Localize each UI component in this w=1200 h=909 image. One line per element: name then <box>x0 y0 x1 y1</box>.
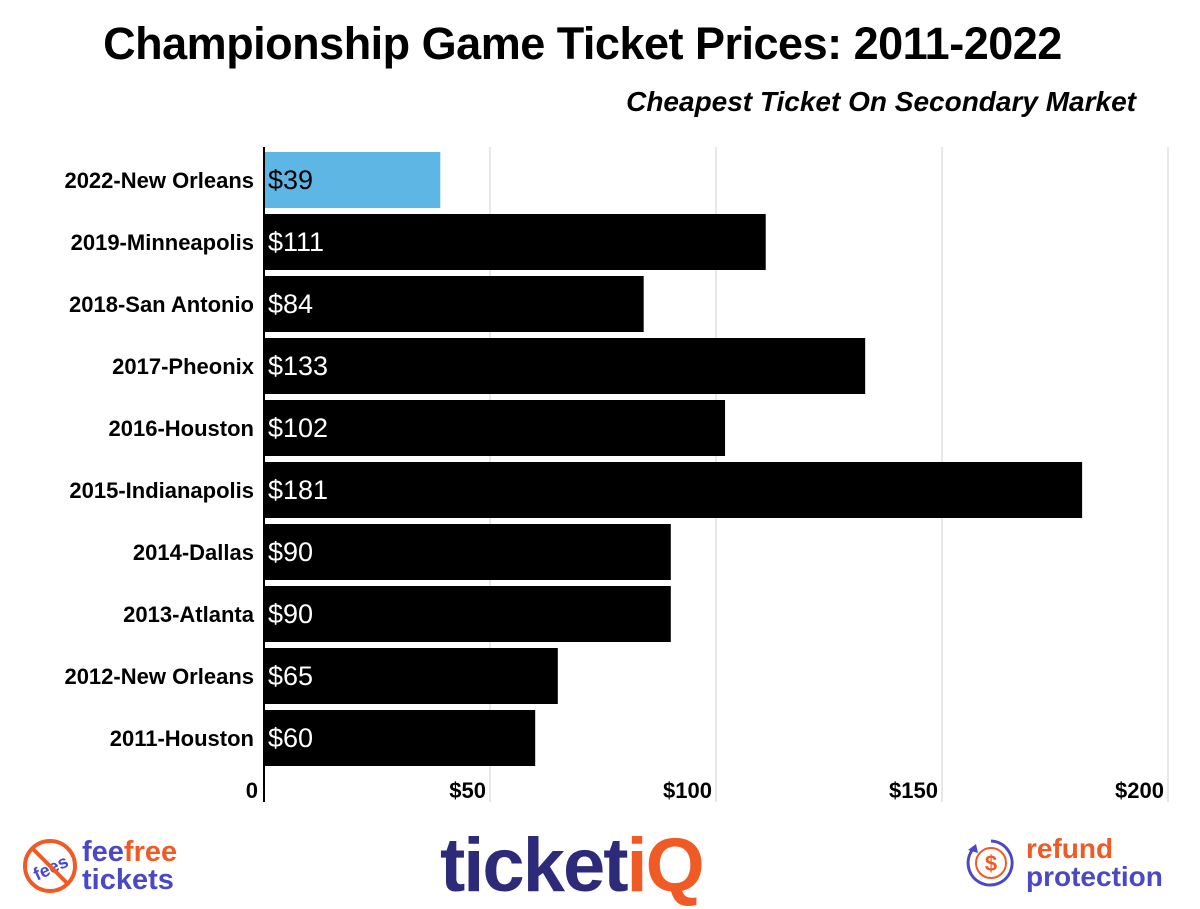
refund-text: refund <box>1026 833 1114 864</box>
x-tick-label: $150 <box>889 778 938 803</box>
bar <box>264 152 441 208</box>
category-label: 2012-New Orleans <box>64 664 254 689</box>
ticketiq-iq: iQ <box>626 823 705 908</box>
feefree-free: free <box>123 836 178 868</box>
data-label: $65 <box>268 661 313 691</box>
data-label: $111 <box>268 227 324 257</box>
feefree-fee: fee <box>82 836 124 868</box>
bar <box>264 338 866 394</box>
bar <box>264 648 558 704</box>
bar <box>264 710 536 766</box>
ticketiq-ticket: ticket <box>440 823 629 908</box>
data-label: $102 <box>268 413 328 443</box>
x-tick-label: $50 <box>449 778 486 803</box>
category-label: 2017-Pheonix <box>112 354 255 379</box>
data-label: $84 <box>268 289 313 319</box>
bar <box>264 276 644 332</box>
data-label: $60 <box>268 723 313 753</box>
refund-dollar-icon: $ <box>966 839 1014 887</box>
x-tick-label: $200 <box>1115 778 1164 803</box>
bar <box>264 586 671 642</box>
feefree-tickets: tickets <box>82 864 174 896</box>
category-label: 2013-Atlanta <box>123 602 255 627</box>
bar <box>264 524 671 580</box>
data-label: $90 <box>268 599 313 629</box>
dollar-symbol: $ <box>985 851 997 876</box>
category-label: 2022-New Orleans <box>64 168 254 193</box>
no-fees-icon: fees <box>23 839 77 893</box>
category-label: 2014-Dallas <box>133 540 254 565</box>
category-label: 2016-Houston <box>109 416 254 441</box>
data-label: $90 <box>268 537 313 567</box>
data-label: $181 <box>268 475 328 505</box>
bar <box>264 462 1083 518</box>
chart-title: Championship Game Ticket Prices: 2011-20… <box>103 18 1062 69</box>
chart-subtitle: Cheapest Ticket On Secondary Market <box>626 86 1136 117</box>
bar <box>264 214 766 270</box>
data-label: $133 <box>268 351 328 381</box>
feefree-tickets-logo: fees feefree tickets <box>22 836 178 896</box>
ticketiq-logo: ticketiQ <box>440 822 705 909</box>
category-label: 2015-Indianapolis <box>69 478 254 503</box>
protection-text: protection <box>1026 861 1163 892</box>
refund-protection-logo: $ refund protection <box>962 834 1163 892</box>
x-tick-label: $100 <box>663 778 712 803</box>
data-label: $39 <box>268 165 313 195</box>
category-label: 2011-Houston <box>110 726 254 751</box>
x-tick-label: 0 <box>246 778 258 803</box>
category-label: 2018-San Antonio <box>69 292 254 317</box>
bar <box>264 400 726 456</box>
category-label: 2019-Minneapolis <box>71 230 254 255</box>
